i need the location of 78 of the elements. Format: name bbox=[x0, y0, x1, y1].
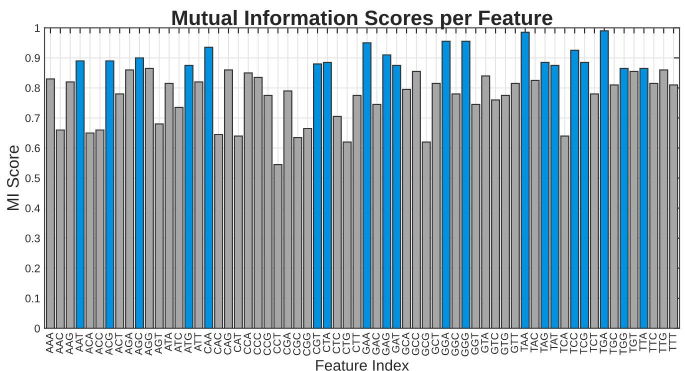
x-tick-label: GTA bbox=[481, 332, 488, 353]
y-tick-label: 0.6 bbox=[25, 144, 40, 152]
x-tick-label: TGT bbox=[629, 332, 637, 354]
y-tick-label: 0.8 bbox=[25, 84, 40, 92]
x-tick-label: TGG bbox=[620, 333, 627, 355]
y-tick-label: 0 bbox=[34, 324, 40, 332]
x-tick-label: CCT bbox=[273, 332, 281, 354]
x-tick-label: ACC bbox=[95, 332, 103, 354]
x-tick-label: CAA bbox=[204, 332, 212, 354]
x-tick-label: ATT bbox=[194, 332, 202, 352]
x-tick-label: GCC bbox=[412, 332, 420, 356]
x-tick-label: TAA bbox=[520, 332, 528, 352]
x-tick-label: TCC bbox=[570, 332, 578, 354]
x-tick-label: TAC bbox=[530, 332, 538, 352]
x-tick-label: AAT bbox=[76, 332, 83, 352]
x-tick-label: ACA bbox=[85, 332, 93, 354]
x-tick-label: GTC bbox=[490, 332, 498, 354]
x-tick-label: AGA bbox=[125, 332, 132, 354]
x-tick-label: GAG bbox=[382, 333, 390, 356]
y-tick-label: 0.1 bbox=[25, 294, 40, 302]
x-tick-label: GGG bbox=[461, 333, 469, 356]
x-tick-label: TGA bbox=[600, 332, 608, 354]
x-tick-label: GAA bbox=[362, 332, 370, 354]
x-tick-label: TAG bbox=[540, 333, 548, 353]
y-tick-label: 0.3 bbox=[25, 234, 40, 242]
x-tick-label: TTG bbox=[659, 333, 666, 354]
x-tick-label: AAC bbox=[56, 332, 64, 354]
x-tick-label: AGC bbox=[134, 332, 142, 356]
x-tick-label: TTC bbox=[649, 332, 657, 353]
x-tick-label: AGT bbox=[154, 332, 162, 354]
y-tick-label: 0.4 bbox=[25, 204, 40, 212]
x-tick-label: AGG bbox=[144, 333, 152, 356]
y-axis-title: MI Score bbox=[7, 145, 19, 210]
x-tick-label: CGC bbox=[293, 332, 301, 356]
x-tick-label: CCC bbox=[254, 332, 261, 355]
x-tick-label: CTC bbox=[332, 332, 340, 354]
x-tick-label: GGT bbox=[471, 332, 479, 355]
y-tick-label: 0.2 bbox=[25, 264, 40, 272]
x-tick-label: GCG bbox=[422, 333, 430, 356]
x-tick-label: TCG bbox=[580, 333, 588, 354]
x-tick-label: TAT bbox=[550, 332, 558, 350]
y-tick-label: 0.9 bbox=[25, 54, 40, 62]
x-tick-label: GTT bbox=[510, 332, 518, 353]
x-tick-label: GGC bbox=[451, 332, 459, 356]
x-tick-label: TTT bbox=[669, 332, 676, 352]
x-tick-label: CAG bbox=[224, 333, 232, 355]
x-tick-label: GTG bbox=[500, 333, 508, 355]
x-tick-label: AAG bbox=[66, 333, 74, 354]
chart-title: Mutual Information Scores per Feature bbox=[172, 10, 552, 30]
x-tick-label: CAC bbox=[214, 332, 222, 354]
x-tick-label: AAA bbox=[46, 332, 54, 354]
x-tick-label: CTG bbox=[342, 333, 350, 354]
x-tick-label: GAC bbox=[372, 332, 380, 355]
x-tick-label: ATA bbox=[164, 332, 172, 352]
x-tick-label: GCT bbox=[432, 332, 439, 354]
x-tick-label: TTA bbox=[639, 332, 647, 352]
x-tick-label: CGA bbox=[283, 332, 291, 355]
x-tick-label: CCG bbox=[263, 333, 271, 356]
x-tick-label: TGC bbox=[610, 332, 618, 354]
x-axis-title: Feature Index bbox=[316, 360, 409, 371]
y-tick-label: 1 bbox=[35, 24, 40, 32]
x-tick-label: ATC bbox=[174, 332, 182, 353]
x-tick-label: CGG bbox=[303, 333, 310, 356]
x-tick-label: TCA bbox=[560, 332, 568, 354]
x-tick-label: CCA bbox=[244, 332, 252, 354]
y-tick-label: 0.7 bbox=[25, 114, 40, 122]
x-tick-label: GCA bbox=[402, 332, 410, 355]
y-tick-label: 0.5 bbox=[25, 174, 40, 182]
x-tick-label: CTA bbox=[322, 332, 330, 352]
x-tick-label: CTT bbox=[352, 332, 360, 352]
x-tick-label: ACT bbox=[115, 332, 122, 354]
x-tick-label: CGT bbox=[312, 332, 320, 354]
x-tick-label: CAT bbox=[234, 332, 242, 352]
x-tick-label: GGA bbox=[442, 332, 449, 356]
x-tick-label: ATG bbox=[184, 333, 192, 354]
x-tick-label: GAT bbox=[392, 332, 400, 353]
x-tick-label: ACG bbox=[105, 333, 113, 356]
x-tick-label: TCT bbox=[590, 332, 598, 353]
